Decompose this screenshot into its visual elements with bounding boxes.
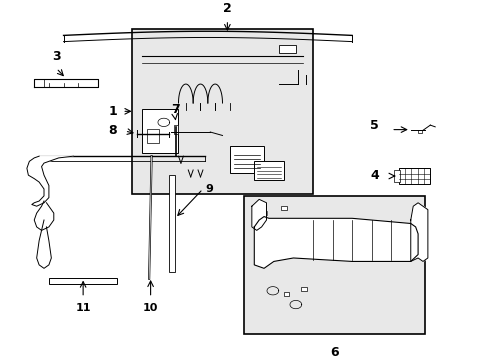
- Polygon shape: [34, 78, 98, 87]
- Bar: [300, 287, 306, 291]
- Bar: [266, 226, 272, 230]
- Bar: [146, 129, 159, 143]
- Text: 9: 9: [205, 184, 213, 194]
- Bar: [132, 28, 312, 194]
- Polygon shape: [34, 201, 54, 230]
- Bar: [417, 130, 421, 133]
- Text: 10: 10: [142, 303, 158, 313]
- Text: 6: 6: [330, 346, 339, 359]
- Bar: [142, 109, 178, 153]
- Bar: [281, 206, 286, 210]
- Bar: [278, 45, 295, 53]
- Text: 8: 8: [108, 125, 117, 138]
- Text: 7: 7: [170, 103, 179, 117]
- Text: 3: 3: [52, 50, 61, 63]
- Bar: [244, 196, 425, 334]
- Polygon shape: [37, 220, 51, 268]
- Polygon shape: [251, 199, 266, 230]
- Text: 1: 1: [108, 105, 117, 118]
- Bar: [283, 292, 289, 296]
- Text: 4: 4: [369, 169, 378, 182]
- Bar: [398, 168, 429, 184]
- Bar: [168, 175, 175, 272]
- Bar: [49, 278, 117, 284]
- Text: 5: 5: [369, 119, 378, 132]
- Bar: [393, 170, 399, 182]
- Text: 11: 11: [75, 303, 91, 313]
- Text: 2: 2: [223, 2, 231, 15]
- Polygon shape: [27, 156, 73, 206]
- Bar: [254, 161, 283, 180]
- Polygon shape: [254, 217, 417, 268]
- Bar: [261, 211, 267, 215]
- Bar: [173, 125, 178, 134]
- Bar: [229, 146, 264, 174]
- Polygon shape: [410, 203, 427, 261]
